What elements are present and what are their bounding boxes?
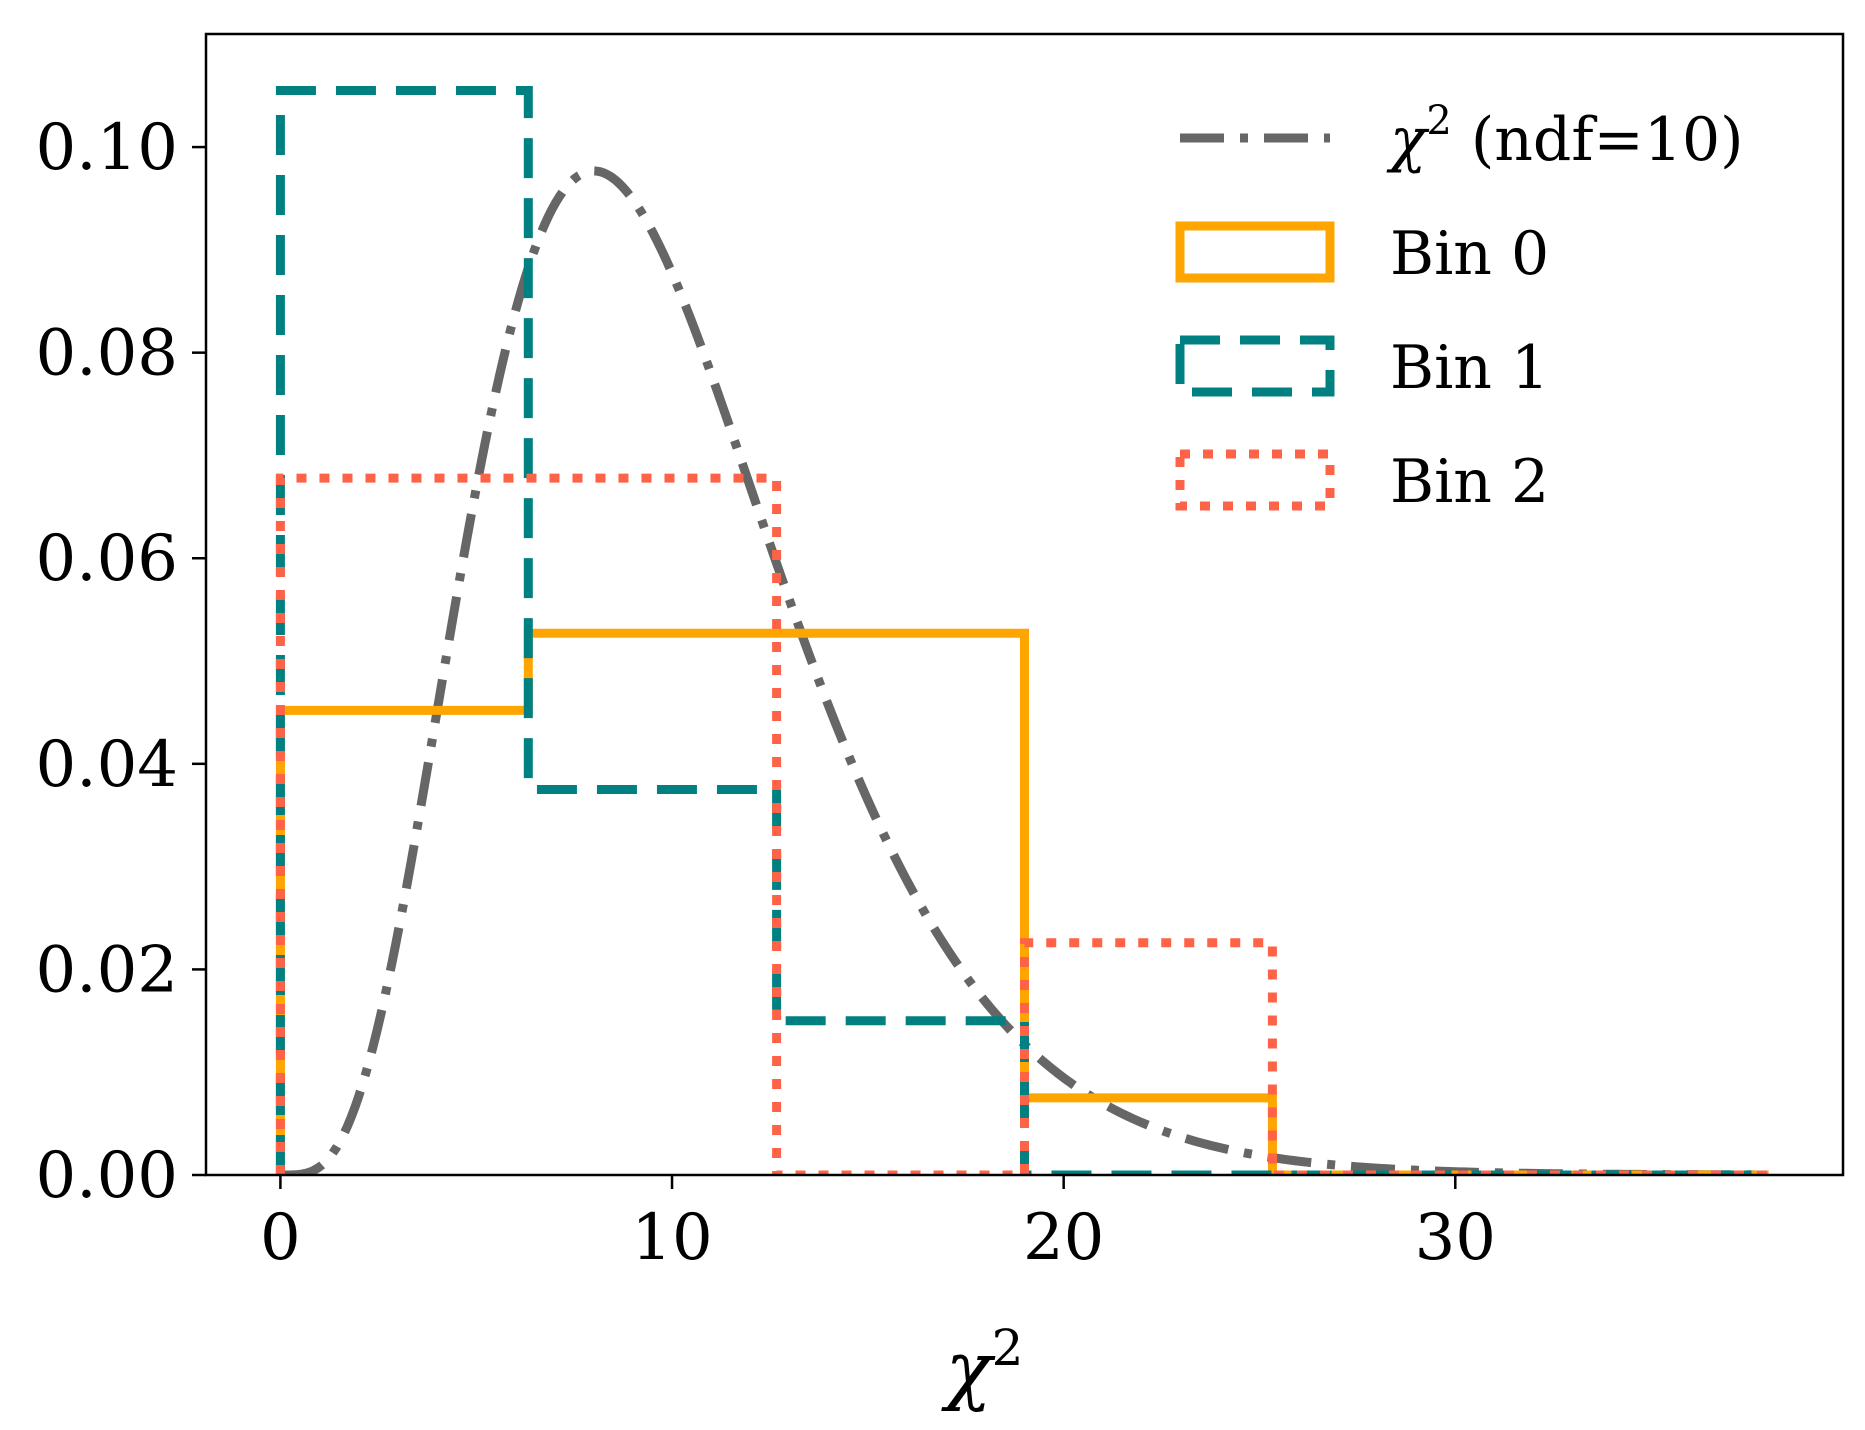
legend-entry-bin-1: Bin 1 xyxy=(1175,333,1549,403)
y-tick-label: 0.02 xyxy=(36,933,179,1007)
legend: χ2 (ndf=10) Bin 0 Bin 1 Bin 2 xyxy=(1175,98,1744,517)
histogram-bin-0 xyxy=(275,628,1769,1175)
legend-swatch xyxy=(1175,221,1335,283)
plot-frame xyxy=(204,32,1845,1177)
x-tick-label: 0 xyxy=(260,1201,301,1275)
legend-entry-bin-0: Bin 0 xyxy=(1175,219,1549,289)
x-tick-label: 10 xyxy=(631,1201,712,1275)
y-tick-label: 0.00 xyxy=(36,1139,179,1213)
legend-entry-bin-2: Bin 2 xyxy=(1175,447,1549,517)
legend-label: Bin 0 xyxy=(1390,219,1549,289)
axes: 0 10 20 30 0.00 0.02 0.04 0.06 0.08 0.10 χ2 xyxy=(36,32,1845,1413)
x-tick-label: 30 xyxy=(1415,1201,1496,1275)
legend-swatch xyxy=(1175,449,1335,511)
x-tick-label: 20 xyxy=(1023,1201,1104,1275)
plot-area xyxy=(275,86,1769,1175)
legend-label: Bin 1 xyxy=(1390,333,1549,403)
legend-entry-chi2: χ2 (ndf=10) xyxy=(1180,98,1744,175)
y-tick-label: 0.08 xyxy=(36,317,179,391)
legend-label: Bin 2 xyxy=(1390,447,1549,517)
legend-swatch xyxy=(1175,335,1335,397)
y-tick-label: 0.10 xyxy=(36,111,179,185)
y-tick-label: 0.04 xyxy=(36,728,179,802)
x-axis-title: χ2 xyxy=(941,1319,1024,1413)
y-tick-label: 0.06 xyxy=(36,522,179,596)
legend-label: χ2 (ndf=10) xyxy=(1386,98,1744,175)
